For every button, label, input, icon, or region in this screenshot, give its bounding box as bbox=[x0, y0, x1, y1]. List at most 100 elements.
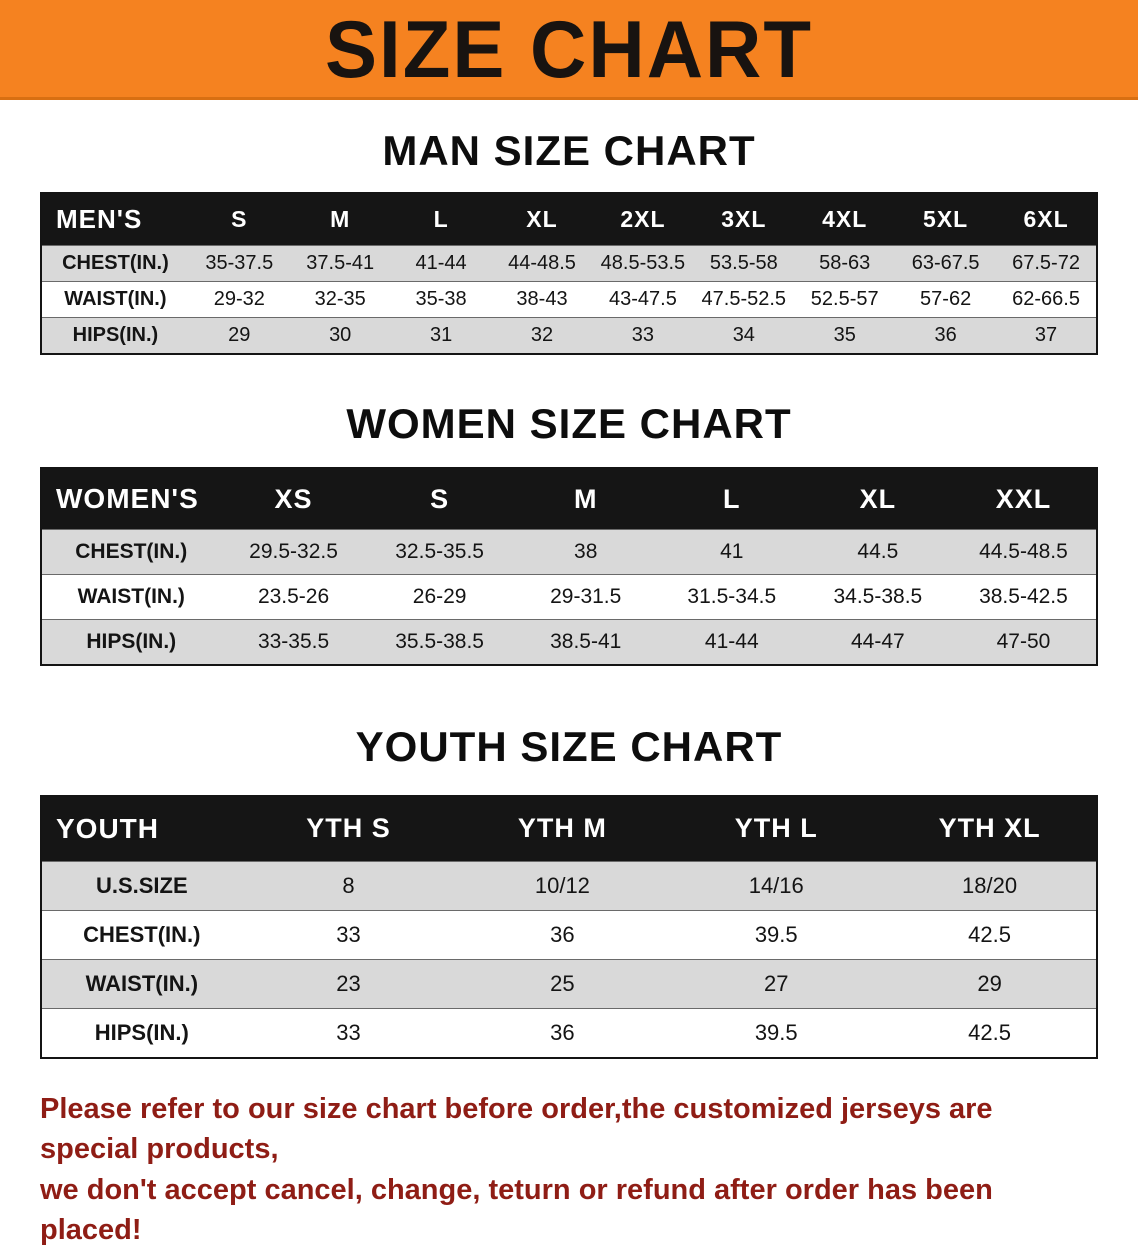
value-cell: 33-35.5 bbox=[257, 630, 330, 654]
value-cell: 35.5-38.5 bbox=[395, 630, 484, 654]
table-row: CHEST(IN.) 29.5-32.5 32.5-35.5 38 41 44.5 44.5… bbox=[41, 529, 1097, 575]
value-cell: 18/20 bbox=[962, 872, 1018, 898]
footer-notice: Please refer to our size chart before or… bbox=[40, 1089, 1098, 1251]
table-header-row: MEN'S S M L XL 2XL 3XL 4XL 5XL 6XL bbox=[41, 193, 1097, 246]
value-cell: 41 bbox=[720, 540, 744, 564]
value-cell: 43-47.5 bbox=[608, 288, 677, 311]
size-header-cell: 3XL bbox=[693, 193, 795, 246]
size-header-cell: YTH L bbox=[669, 795, 884, 862]
size-header-cell: 6XL bbox=[996, 193, 1097, 246]
size-header-cell: YTH XL bbox=[883, 795, 1097, 862]
value-cell: 38-43 bbox=[516, 288, 568, 311]
youth-size-table: YOUTH YTH S YTH M YTH L YTH XL U.S.SIZE 8 10/12… bbox=[40, 794, 1098, 1059]
table-title-cell: WOMEN'S bbox=[41, 468, 221, 530]
value-cell: 42.5 bbox=[968, 921, 1011, 947]
table-title-cell: MEN'S bbox=[41, 193, 189, 246]
value-cell: 35-38 bbox=[415, 288, 467, 311]
value-cell: 37.5-41 bbox=[306, 252, 375, 275]
value-cell: 33 bbox=[336, 1019, 361, 1045]
value-cell: 29 bbox=[228, 324, 251, 347]
value-cell: 29-32 bbox=[213, 288, 265, 311]
value-cell: 34 bbox=[732, 324, 755, 347]
row-label-cell: HIPS(IN.) bbox=[72, 324, 159, 347]
value-cell: 25 bbox=[550, 970, 575, 996]
value-cell: 44.5-48.5 bbox=[979, 540, 1068, 564]
value-cell: 52.5-57 bbox=[810, 288, 879, 311]
value-cell: 34.5-38.5 bbox=[833, 585, 923, 609]
size-header-cell: M bbox=[289, 193, 391, 246]
table-row: WAIST(IN.) 29-32 32-35 35-38 38-43 43-47.5 47.… bbox=[41, 281, 1097, 318]
value-cell: 39.5 bbox=[754, 921, 798, 947]
value-cell: 41-44 bbox=[704, 630, 759, 654]
value-cell: 42.5 bbox=[968, 1019, 1011, 1045]
table-row: HIPS(IN.) 33-35.5 35.5-38.5 38.5-41 41-44 44-… bbox=[41, 619, 1097, 666]
value-cell: 31 bbox=[429, 324, 453, 347]
men-section-heading: MAN SIZE CHART bbox=[382, 127, 756, 174]
women-size-section: WOMEN SIZE CHART WOMEN'S XS S M L XL XXL CHEST(… bbox=[0, 400, 1138, 667]
row-label-cell: U.S.SIZE bbox=[95, 872, 188, 898]
value-cell: 27 bbox=[763, 970, 789, 996]
value-cell: 44-48.5 bbox=[508, 252, 576, 275]
size-header-cell: YTH M bbox=[455, 795, 670, 862]
value-cell: 48.5-53.5 bbox=[600, 252, 686, 275]
size-header-cell: M bbox=[512, 468, 659, 530]
value-cell: 10/12 bbox=[534, 872, 590, 898]
table-header-row: YOUTH YTH S YTH M YTH L YTH XL bbox=[41, 795, 1097, 862]
table-row: HIPS(IN.) 33 36 39.5 42.5 bbox=[41, 1008, 1097, 1058]
size-header-cell: 5XL bbox=[895, 193, 997, 246]
men-size-table: MEN'S S M L XL 2XL 3XL 4XL 5XL 6XL CHEST(IN.) 35-37… bbox=[40, 192, 1098, 356]
value-cell: 39.5 bbox=[754, 1019, 798, 1045]
table-row: HIPS(IN.) 29 30 31 32 33 34 35 36 37 bbox=[41, 317, 1097, 355]
value-cell: 31.5-34.5 bbox=[687, 585, 777, 609]
row-label-cell: CHEST(IN.) bbox=[75, 540, 188, 564]
value-cell: 62-66.5 bbox=[1012, 288, 1080, 311]
size-header-cell: S bbox=[366, 468, 513, 530]
value-cell: 53.5-58 bbox=[709, 252, 778, 275]
value-cell: 30 bbox=[329, 324, 352, 347]
size-header-cell: 4XL bbox=[794, 193, 896, 246]
table-row: WAIST(IN.) 23 25 27 29 bbox=[41, 959, 1097, 1009]
row-label-cell: CHEST(IN.) bbox=[83, 921, 201, 947]
value-cell: 29-31.5 bbox=[550, 585, 622, 609]
value-cell: 35 bbox=[833, 324, 856, 347]
size-header-cell: L bbox=[658, 468, 805, 530]
size-header-cell: YTH S bbox=[241, 795, 456, 862]
women-size-table: WOMEN'S XS S M L XL XXL CHEST(IN.) 29.5-32.5 32.5… bbox=[40, 467, 1098, 667]
value-cell: 44.5 bbox=[857, 540, 899, 564]
value-cell: 47.5-52.5 bbox=[701, 288, 787, 311]
men-size-section: MAN SIZE CHART MEN'S S M L XL 2XL 3XL 4XL 5XL 6XL… bbox=[0, 127, 1138, 356]
notice-line-2: we don't accept cancel, change, teturn o… bbox=[40, 1173, 993, 1247]
value-cell: 8 bbox=[342, 872, 355, 898]
value-cell: 23 bbox=[336, 970, 361, 996]
value-cell: 47-50 bbox=[996, 630, 1051, 654]
row-label-cell: WAIST(IN.) bbox=[64, 288, 167, 311]
table-row: WAIST(IN.) 23.5-26 26-29 29-31.5 31.5-34.5 34… bbox=[41, 574, 1097, 620]
value-cell: 33 bbox=[631, 324, 655, 347]
value-cell: 23.5-26 bbox=[257, 585, 330, 609]
value-cell: 58-63 bbox=[819, 252, 871, 275]
size-header-cell: S bbox=[188, 193, 290, 246]
value-cell: 57-62 bbox=[920, 288, 972, 311]
value-cell: 38.5-42.5 bbox=[979, 585, 1068, 609]
page-title: SIZE CHART bbox=[325, 2, 813, 95]
value-cell: 32 bbox=[530, 324, 554, 347]
value-cell: 38 bbox=[574, 540, 598, 564]
value-cell: 44-47 bbox=[851, 630, 905, 654]
row-label-cell: WAIST(IN.) bbox=[85, 970, 199, 996]
row-label-cell: HIPS(IN.) bbox=[86, 630, 177, 654]
value-cell: 14/16 bbox=[748, 872, 804, 898]
youth-section-heading: YOUTH SIZE CHART bbox=[355, 723, 783, 771]
table-row: U.S.SIZE 8 10/12 14/16 18/20 bbox=[41, 861, 1097, 911]
value-cell: 35-37.5 bbox=[205, 252, 274, 275]
value-cell: 38.5-41 bbox=[550, 630, 622, 654]
value-cell: 36 bbox=[550, 1019, 575, 1045]
value-cell: 26-29 bbox=[412, 585, 467, 609]
row-label-cell: CHEST(IN.) bbox=[62, 252, 169, 275]
size-header-cell: XL bbox=[491, 193, 593, 246]
value-cell: 37 bbox=[1034, 324, 1058, 347]
table-title-cell: YOUTH bbox=[41, 795, 242, 862]
value-cell: 63-67.5 bbox=[911, 252, 980, 275]
size-header-cell: 2XL bbox=[592, 193, 694, 246]
youth-size-section: YOUTH SIZE CHART YOUTH YTH S YTH M YTH L YTH… bbox=[0, 723, 1138, 1059]
